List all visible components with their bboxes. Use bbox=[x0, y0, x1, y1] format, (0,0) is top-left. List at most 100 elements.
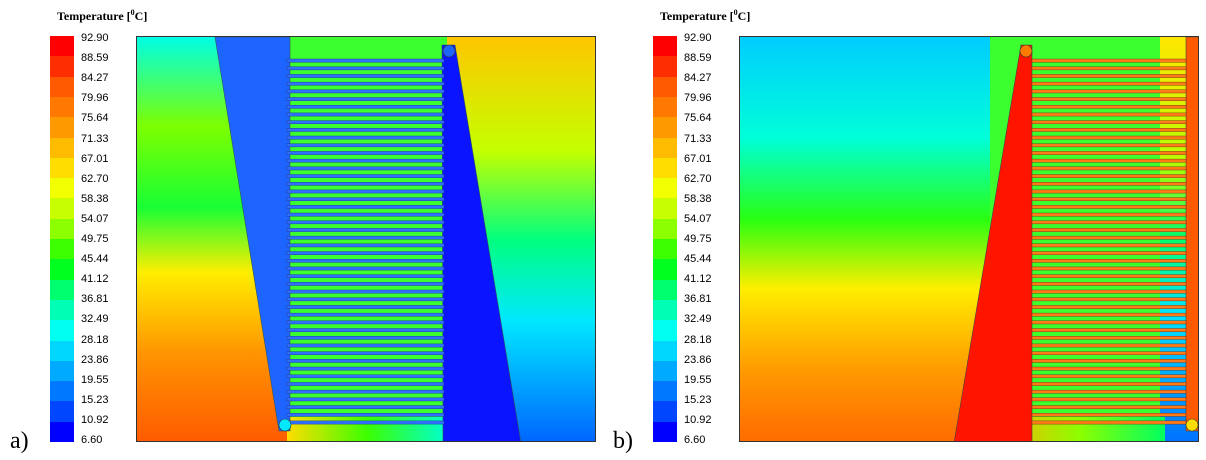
colorbar bbox=[653, 36, 677, 442]
temperature-contour-plot-b bbox=[739, 36, 1199, 442]
colorbar-swatch bbox=[653, 381, 677, 402]
colorbar-tick-label: 75.64 bbox=[684, 112, 712, 124]
fin bbox=[1032, 167, 1186, 170]
colorbar-tick-label: 75.64 bbox=[81, 112, 109, 124]
colorbar-tick-label: 71.33 bbox=[684, 133, 712, 145]
fin bbox=[287, 321, 444, 324]
channel-end-cap bbox=[279, 419, 291, 431]
colorbar-tick-label: 28.18 bbox=[81, 334, 109, 346]
fin bbox=[287, 421, 444, 424]
colorbar-swatch bbox=[50, 401, 74, 422]
fin bbox=[1032, 382, 1186, 385]
fin bbox=[287, 175, 444, 178]
colorbar-tick-label: 62.70 bbox=[684, 173, 712, 185]
fin bbox=[287, 267, 444, 270]
fin bbox=[1032, 267, 1186, 270]
legend-title: Temperature [0C] bbox=[660, 8, 750, 24]
fin bbox=[1032, 367, 1186, 370]
fin bbox=[1032, 182, 1186, 185]
colorbar-tick-label: 10.92 bbox=[81, 414, 109, 426]
colorbar-swatch bbox=[50, 97, 74, 118]
fin bbox=[287, 121, 444, 124]
fin bbox=[1032, 329, 1186, 332]
colorbar-swatch bbox=[653, 300, 677, 321]
colorbar-tick-label: 15.23 bbox=[81, 394, 109, 406]
fin bbox=[1032, 321, 1186, 324]
colorbar-swatch bbox=[653, 259, 677, 280]
colorbar-swatch bbox=[50, 381, 74, 402]
fin bbox=[287, 382, 444, 385]
colorbar-swatch bbox=[50, 361, 74, 382]
colorbar bbox=[50, 36, 74, 442]
colorbar-tick-label: 6.60 bbox=[81, 434, 102, 446]
fin bbox=[287, 259, 444, 262]
fin bbox=[1032, 159, 1186, 162]
fin bbox=[287, 182, 444, 185]
colorbar-swatch bbox=[653, 198, 677, 219]
colorbar-swatch bbox=[653, 280, 677, 301]
colorbar-swatch bbox=[50, 178, 74, 199]
colorbar-tick-label: 79.96 bbox=[684, 92, 712, 104]
fin bbox=[287, 236, 444, 239]
fin bbox=[1032, 244, 1186, 247]
fin bbox=[287, 313, 444, 316]
colorbar-tick-label: 67.01 bbox=[81, 153, 109, 165]
colorbar-swatch bbox=[653, 401, 677, 422]
fin bbox=[1032, 74, 1186, 77]
fin bbox=[287, 128, 444, 131]
colorbar-tick-label: 71.33 bbox=[81, 133, 109, 145]
legend-title: Temperature [0C] bbox=[57, 8, 147, 24]
fin bbox=[287, 367, 444, 370]
colorbar-swatch bbox=[653, 239, 677, 260]
fin bbox=[287, 344, 444, 347]
fin bbox=[287, 298, 444, 301]
fin bbox=[287, 305, 444, 308]
fin bbox=[287, 82, 444, 85]
colorbar-tick-label: 15.23 bbox=[684, 394, 712, 406]
fin bbox=[1032, 151, 1186, 154]
fin bbox=[287, 390, 444, 393]
fin bbox=[1032, 375, 1186, 378]
colorbar-swatch bbox=[50, 56, 74, 77]
fin bbox=[287, 59, 444, 62]
colorbar-tick-label: 88.59 bbox=[684, 52, 712, 64]
colorbar-tick-label: 19.55 bbox=[81, 374, 109, 386]
fin bbox=[287, 336, 444, 339]
colorbar-tick-label: 58.38 bbox=[81, 193, 109, 205]
fin bbox=[1032, 190, 1186, 193]
fin bbox=[1032, 282, 1186, 285]
fin bbox=[287, 352, 444, 355]
channel-end-cap bbox=[1186, 419, 1198, 431]
fin bbox=[287, 398, 444, 401]
colorbar-tick-label: 28.18 bbox=[684, 334, 712, 346]
fin bbox=[287, 375, 444, 378]
fin bbox=[287, 221, 444, 224]
colorbar-swatch bbox=[50, 341, 74, 362]
fin bbox=[287, 244, 444, 247]
fin bbox=[287, 98, 444, 101]
fin bbox=[1032, 175, 1186, 178]
colorbar-swatch bbox=[653, 36, 677, 57]
colorbar-swatch bbox=[50, 117, 74, 138]
fin bbox=[287, 144, 444, 147]
colorbar-tick-label: 49.75 bbox=[81, 233, 109, 245]
fin bbox=[1032, 398, 1186, 401]
panel-label: b) bbox=[613, 428, 633, 455]
colorbar-swatch bbox=[653, 56, 677, 77]
colorbar-tick-label: 32.49 bbox=[81, 313, 109, 325]
colorbar-tick-label: 54.07 bbox=[81, 213, 109, 225]
fin bbox=[1032, 390, 1186, 393]
fin bbox=[1032, 275, 1186, 278]
colorbar-tick-label: 36.81 bbox=[684, 293, 712, 305]
colorbar-tick-label: 84.27 bbox=[81, 72, 109, 84]
fin bbox=[1032, 236, 1186, 239]
colorbar-swatch bbox=[50, 320, 74, 341]
fin bbox=[287, 406, 444, 409]
panel-a: Temperature [0C] 92.90 88.59 84.27 79.96 75.… bbox=[0, 0, 603, 460]
colorbar-swatch bbox=[653, 97, 677, 118]
fin bbox=[1032, 144, 1186, 147]
fin bbox=[287, 275, 444, 278]
colorbar-swatch bbox=[50, 280, 74, 301]
colorbar-tick-label: 23.86 bbox=[81, 354, 109, 366]
fin bbox=[1032, 359, 1186, 362]
